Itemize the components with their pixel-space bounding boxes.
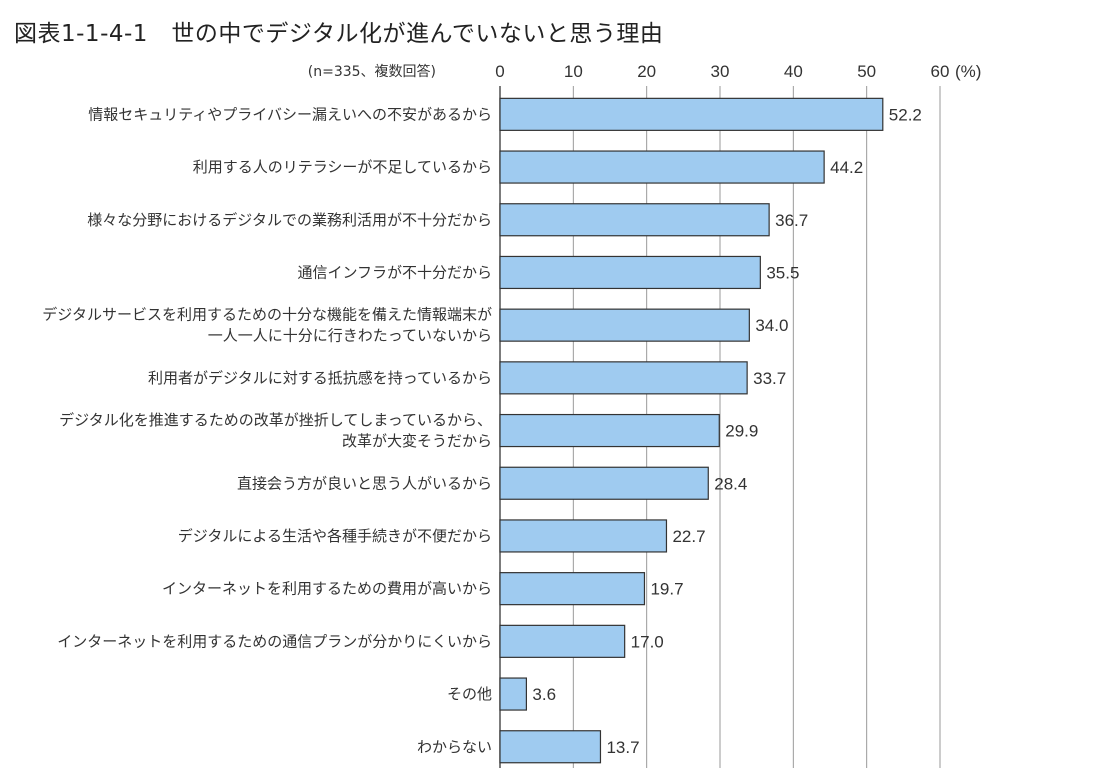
category-label: デジタルによる生活や各種手続きが不便だから [178, 527, 492, 545]
bar [499, 677, 527, 711]
bar [499, 730, 602, 764]
bar [499, 97, 884, 131]
value-label: 3.6 [532, 685, 556, 704]
x-tick-label: 30 [711, 62, 730, 81]
category-label: 直接会う方が良いと思う人がいるから [237, 474, 492, 492]
category-label: インターネットを利用するための費用が高いから [162, 580, 492, 598]
bar [499, 150, 825, 184]
bar [499, 308, 750, 342]
x-tick-label: 60 [931, 62, 950, 81]
x-tick-label: 0 [495, 62, 504, 81]
category-label: デジタル化を推進するための改革が挫折してしまっているから、 [59, 411, 492, 429]
category-label: 情報セキュリティやプライバシー漏えいへの不安があるから [88, 105, 492, 123]
figure-title: 図表1-1-4-1 世の中でデジタル化が進んでいないと思う理由 [14, 21, 664, 47]
category-label: 一人一人に十分に行きわたっていないから [208, 327, 492, 345]
bar [499, 572, 646, 606]
value-label: 36.7 [775, 211, 808, 230]
sample-note: (n=335、複数回答) [308, 63, 436, 80]
value-label: 28.4 [714, 474, 747, 493]
value-label: 34.0 [755, 316, 788, 335]
value-label: 52.2 [889, 105, 922, 124]
x-unit-label: (%) [955, 62, 981, 81]
x-tick-label: 10 [564, 62, 583, 81]
category-label: デジタルサービスを利用するための十分な機能を備えた情報端末が [42, 306, 492, 324]
value-label: 29.9 [725, 422, 758, 441]
category-label: 通信インフラが不十分だから [297, 263, 492, 281]
category-label: わからない [417, 738, 492, 756]
bar [499, 203, 770, 237]
value-label: 19.7 [650, 580, 683, 599]
bar [499, 466, 709, 500]
bar [499, 255, 761, 290]
category-label: 利用者がデジタルに対する抵抗感を持っているから [148, 369, 492, 387]
value-label: 44.2 [830, 158, 863, 177]
bar [499, 624, 626, 658]
value-label: 33.7 [753, 369, 786, 388]
value-label: 35.5 [766, 263, 799, 282]
value-label: 17.0 [631, 632, 664, 651]
value-label: 22.7 [672, 527, 705, 546]
bar [499, 361, 748, 395]
bar [499, 519, 668, 553]
bar [499, 413, 720, 448]
x-tick-label: 50 [857, 62, 876, 81]
category-label: その他 [447, 685, 492, 703]
x-tick-label: 20 [637, 62, 656, 81]
value-label: 13.7 [606, 738, 639, 757]
category-label: インターネットを利用するための通信プランが分かりにくいから [57, 632, 492, 650]
category-label: 利用する人のリテラシーが不足しているから [193, 158, 492, 176]
category-label: 様々な分野におけるデジタルでの業務利活用が不十分だから [87, 211, 492, 229]
x-tick-label: 40 [784, 62, 803, 81]
category-label: 改革が大変そうだから [342, 432, 492, 450]
